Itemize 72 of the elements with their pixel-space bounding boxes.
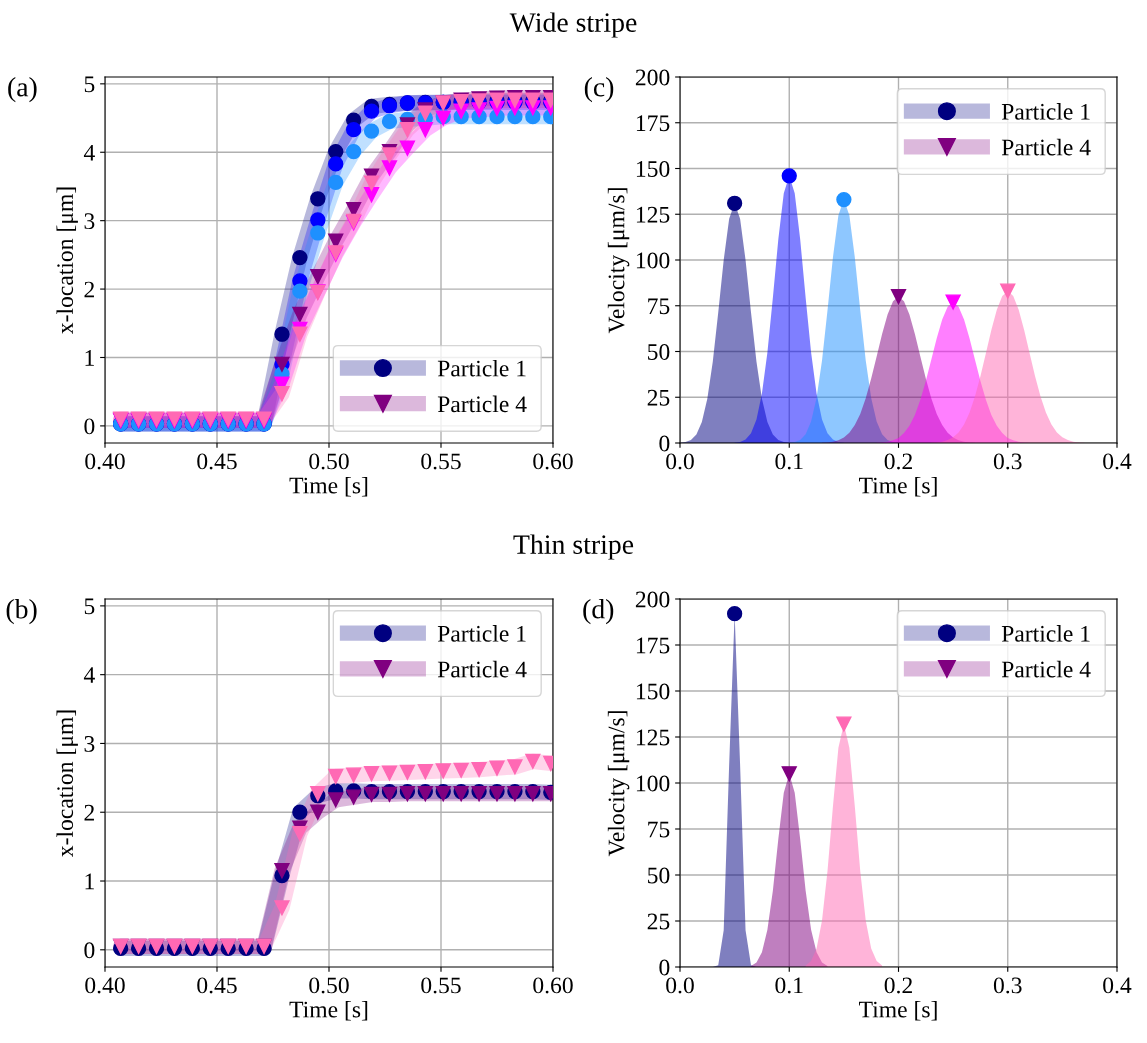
y-axis-title: x-location [μm] xyxy=(56,710,78,857)
text: (a) xyxy=(8,77,37,103)
legend-label: Particle 4 xyxy=(1001,138,1091,156)
x-tick-label: 0.45 xyxy=(197,977,237,994)
y-tick-label: 200 xyxy=(635,591,670,608)
x-tick-label: 0.3 xyxy=(993,453,1022,470)
text: (b) xyxy=(6,599,37,625)
x-tick-label: 0.0 xyxy=(666,453,694,470)
y-tick-label: 4 xyxy=(83,667,95,683)
y-tick-label: 125 xyxy=(636,729,670,746)
x-tick-label: 0.60 xyxy=(533,453,573,470)
y-tick-label: 100 xyxy=(636,775,670,792)
y-tick-label: 200 xyxy=(635,69,670,86)
y-tick-label: 1 xyxy=(85,873,94,890)
y-tick-label: 0 xyxy=(659,959,670,976)
y-tick-label: 50 xyxy=(648,867,670,884)
y-tick-label: 0 xyxy=(659,435,670,452)
x-tick-label: 0.55 xyxy=(421,453,461,470)
y-tick-label: 3 xyxy=(84,736,95,752)
y-tick-label: 175 xyxy=(636,637,670,654)
x-tick-label: 0.50 xyxy=(309,977,349,994)
text: (c) xyxy=(584,77,614,103)
legend-label: Particle 1 xyxy=(1001,625,1090,642)
x-axis-title: Time [s] xyxy=(859,1000,937,1021)
x-tick-label: 0.40 xyxy=(85,453,125,470)
y-tick-label: 4 xyxy=(83,144,95,161)
legend-label: Particle 1 xyxy=(1001,103,1090,120)
x-tick-label: 0.0 xyxy=(666,977,694,994)
y-tick-label: 2 xyxy=(84,804,94,821)
y-tick-label: 1 xyxy=(85,350,94,366)
chart-title: Thin stripe xyxy=(513,534,634,560)
x-tick-label: 0.1 xyxy=(775,977,803,994)
y-tick-label: 150 xyxy=(636,683,670,700)
x-tick-label: 0.40 xyxy=(85,977,125,994)
x-tick-label: 0.4 xyxy=(1103,977,1132,994)
y-tick-label: 5 xyxy=(84,598,95,615)
text: (d) xyxy=(583,599,614,625)
y-tick-label: 25 xyxy=(647,913,670,930)
y-tick-label: 50 xyxy=(648,343,670,360)
y-tick-label: 3 xyxy=(84,213,95,230)
legend-label: Particle 4 xyxy=(437,660,527,678)
y-tick-label: 0 xyxy=(84,942,95,959)
x-axis-title: Time [s] xyxy=(289,476,368,497)
x-tick-label: 0.45 xyxy=(197,453,237,470)
x-axis-title: Time [s] xyxy=(859,476,937,497)
y-tick-label: 100 xyxy=(636,252,670,269)
x-tick-label: 0.4 xyxy=(1103,453,1132,470)
x-tick-label: 0.60 xyxy=(533,977,573,994)
legend-label: Particle 4 xyxy=(1001,660,1091,678)
chart-title: Wide stripe xyxy=(509,12,637,38)
legend-label: Particle 1 xyxy=(437,359,526,377)
x-tick-label: 0.2 xyxy=(884,453,912,470)
y-tick-label: 150 xyxy=(636,160,670,177)
legend-label: Particle 1 xyxy=(437,625,526,642)
y-tick-label: 125 xyxy=(636,206,670,223)
x-tick-label: 0.2 xyxy=(884,977,912,994)
x-tick-label: 0.3 xyxy=(993,977,1022,994)
x-axis-title: Time [s] xyxy=(289,1000,368,1021)
legend-label: Particle 4 xyxy=(437,395,527,413)
x-tick-label: 0.50 xyxy=(309,453,349,470)
y-tick-label: 25 xyxy=(647,389,670,406)
y-tick-label: 5 xyxy=(84,76,95,93)
x-tick-label: 0.55 xyxy=(421,977,461,994)
y-tick-label: 75 xyxy=(648,298,670,315)
y-axis-title: Velocity [μm/s] xyxy=(607,711,630,857)
y-tick-label: 75 xyxy=(648,821,670,838)
x-tick-label: 0.1 xyxy=(775,453,803,470)
y-tick-label: 175 xyxy=(636,115,670,132)
y-axis-title: Velocity [μm/s] xyxy=(607,188,630,334)
y-tick-label: 0 xyxy=(84,418,95,435)
y-axis-title: x-location [μm] xyxy=(56,187,78,334)
y-tick-label: 2 xyxy=(84,281,94,298)
